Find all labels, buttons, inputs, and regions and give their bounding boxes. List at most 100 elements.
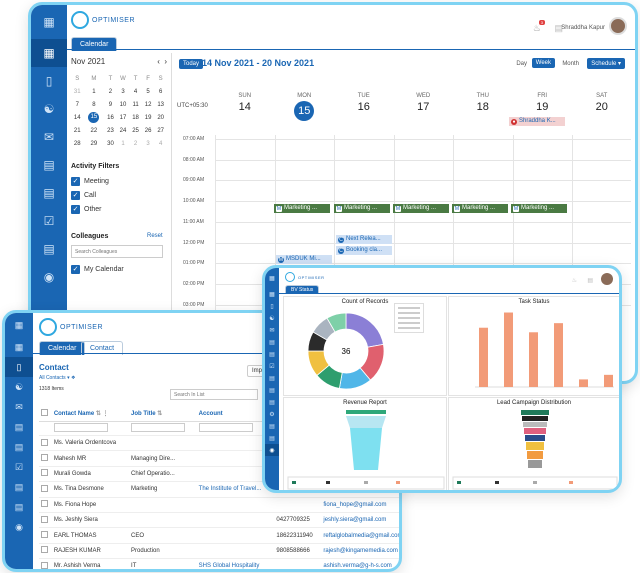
mini-day[interactable]: 3: [142, 137, 155, 150]
mail-nav-icon[interactable]: ✉: [15, 401, 23, 412]
email-cell[interactable]: jeshly.siera@gmail.com: [321, 512, 399, 529]
row-checkbox[interactable]: [41, 469, 48, 477]
donut-slice[interactable]: [345, 312, 384, 348]
handshake-nav-icon[interactable]: ☯: [269, 315, 275, 322]
mini-day[interactable]: 1: [84, 85, 105, 98]
filter-cell[interactable]: [196, 421, 275, 436]
mini-day[interactable]: 30: [104, 137, 117, 150]
tab-contact[interactable]: Contact: [81, 341, 124, 355]
mini-day[interactable]: 20: [154, 111, 167, 124]
row-select-cell[interactable]: [39, 558, 52, 569]
folder-nav-icon[interactable]: ▤: [269, 339, 275, 346]
view-selector[interactable]: All Contacts ▾ ❖: [39, 375, 75, 381]
row-select-cell[interactable]: [39, 497, 52, 513]
row-select-cell[interactable]: [39, 435, 52, 452]
table-row[interactable]: Ms. Jeshly Siera 0427709325 jeshly.siera@g…: [39, 512, 399, 529]
mini-day[interactable]: 13: [154, 98, 167, 111]
mini-day[interactable]: 24: [117, 124, 130, 137]
contacts-nav-icon[interactable]: ▯: [45, 74, 53, 88]
apps-grid-icon[interactable]: ▦: [14, 319, 24, 330]
mini-day[interactable]: 29: [84, 137, 105, 150]
mini-day[interactable]: 15: [84, 111, 105, 124]
task-status-bar[interactable]: [479, 327, 488, 387]
mail-nav-icon[interactable]: ✉: [43, 130, 55, 144]
account-cell[interactable]: [196, 527, 275, 544]
row-checkbox[interactable]: [41, 546, 48, 554]
table-row[interactable]: EARL THOMAS CEO 18622311940 reftalglobalmed…: [39, 527, 399, 544]
account-cell[interactable]: SHS Global Hospitality: [196, 558, 275, 569]
event-marketing-tue[interactable]: M Marketing ...: [334, 204, 390, 213]
task-status-bar[interactable]: [554, 323, 563, 387]
user-name[interactable]: Shraddha Kapur: [561, 25, 605, 31]
filter-other[interactable]: ✓ Other: [71, 205, 102, 214]
contacts-nav-icon[interactable]: ▯: [270, 303, 274, 310]
mini-day[interactable]: 3: [117, 85, 130, 98]
table-row[interactable]: RAJESH KUMAR Production 9808588666 rajesh@k…: [39, 543, 399, 560]
mini-day[interactable]: 7: [71, 98, 84, 111]
column-filter-input[interactable]: [198, 423, 253, 432]
mini-day[interactable]: 4: [129, 85, 142, 98]
day-header-thu[interactable]: THU 18: [453, 93, 513, 113]
bell-icon[interactable]: ♨: [571, 278, 577, 284]
account-cell[interactable]: [196, 450, 275, 467]
dashboard-nav-icon[interactable]: ◉: [15, 521, 23, 532]
table-row[interactable]: Ms. Fiona Hope fiona_hope@gmail.com: [39, 497, 399, 513]
email-cell[interactable]: ashish.verma@g-h-s.com: [321, 558, 399, 569]
tasks-nav-icon[interactable]: ☑: [43, 214, 55, 228]
row-select-cell[interactable]: [39, 450, 52, 467]
bell-icon[interactable]: ♨: [532, 23, 541, 33]
mini-day[interactable]: 12: [142, 98, 155, 111]
email-cell[interactable]: fiona_hope@gmail.com: [321, 497, 399, 513]
mini-day[interactable]: 26: [142, 124, 155, 137]
checkbox-my-calendar[interactable]: ✓: [71, 265, 80, 274]
account-cell[interactable]: [196, 497, 275, 513]
handshake-nav-icon[interactable]: ☯: [43, 102, 55, 116]
account-cell[interactable]: [196, 512, 275, 529]
mini-day[interactable]: 6: [154, 85, 167, 98]
email-cell[interactable]: rajesh@kingamemedia.com: [321, 543, 399, 560]
task-status-bar[interactable]: [604, 374, 613, 387]
mini-day[interactable]: 18: [129, 111, 142, 124]
mini-day[interactable]: 10: [117, 98, 130, 111]
mini-day[interactable]: 14: [71, 111, 84, 124]
search-colleagues-input[interactable]: [71, 245, 163, 258]
chart-nav-icon[interactable]: ▤: [269, 423, 275, 430]
event-msduk[interactable]: M MSDUK Mi...: [276, 255, 332, 264]
apps-grid-icon[interactable]: ▦: [43, 15, 55, 29]
checkbox-meeting[interactable]: ✓: [71, 177, 80, 186]
event-next-release[interactable]: C Next Relea...: [336, 235, 392, 244]
task-status-bar[interactable]: [579, 379, 588, 387]
dashboard-nav-icon[interactable]: ◉: [43, 270, 55, 284]
sort-icon[interactable]: ⇅: [157, 411, 163, 417]
avatar[interactable]: [601, 273, 613, 285]
calendar-nav-icon[interactable]: ▦: [269, 291, 275, 298]
mini-day[interactable]: 2: [104, 85, 117, 98]
list-nav-icon[interactable]: ▤: [269, 399, 275, 406]
column-filter-input[interactable]: [53, 423, 108, 432]
search-input[interactable]: [170, 389, 258, 400]
schedule-dropdown[interactable]: Schedule ▾: [587, 58, 625, 69]
filter-cell[interactable]: [51, 421, 130, 436]
document-nav-icon[interactable]: ▤: [43, 186, 55, 200]
next-month-icon[interactable]: ›: [164, 57, 167, 66]
column-header-job[interactable]: Job Title ⇅: [129, 406, 197, 422]
mini-day[interactable]: 4: [154, 137, 167, 150]
event-marketing-mon[interactable]: M Marketing ...: [274, 204, 330, 213]
row-checkbox[interactable]: [41, 484, 48, 492]
mini-day[interactable]: 28: [71, 137, 84, 150]
document-nav-icon[interactable]: ▤: [269, 351, 275, 358]
clipboard-icon[interactable]: ▤: [587, 278, 593, 284]
clipboard-nav-icon[interactable]: ▤: [14, 501, 24, 512]
mini-day[interactable]: 5: [142, 85, 155, 98]
mini-day[interactable]: 23: [104, 124, 117, 137]
mini-day[interactable]: 31: [71, 85, 84, 98]
mini-day[interactable]: 2: [129, 137, 142, 150]
account-cell[interactable]: [196, 435, 275, 452]
tasks-nav-icon[interactable]: ☑: [269, 363, 275, 370]
folder-nav-icon[interactable]: ▤: [14, 421, 24, 432]
tab-bv-status[interactable]: BV Status: [285, 285, 320, 294]
event-marketing-fri[interactable]: M Marketing ...: [511, 204, 567, 213]
account-cell[interactable]: [196, 543, 275, 560]
column-filter-input[interactable]: [131, 423, 186, 432]
mini-day[interactable]: 22: [84, 124, 105, 137]
